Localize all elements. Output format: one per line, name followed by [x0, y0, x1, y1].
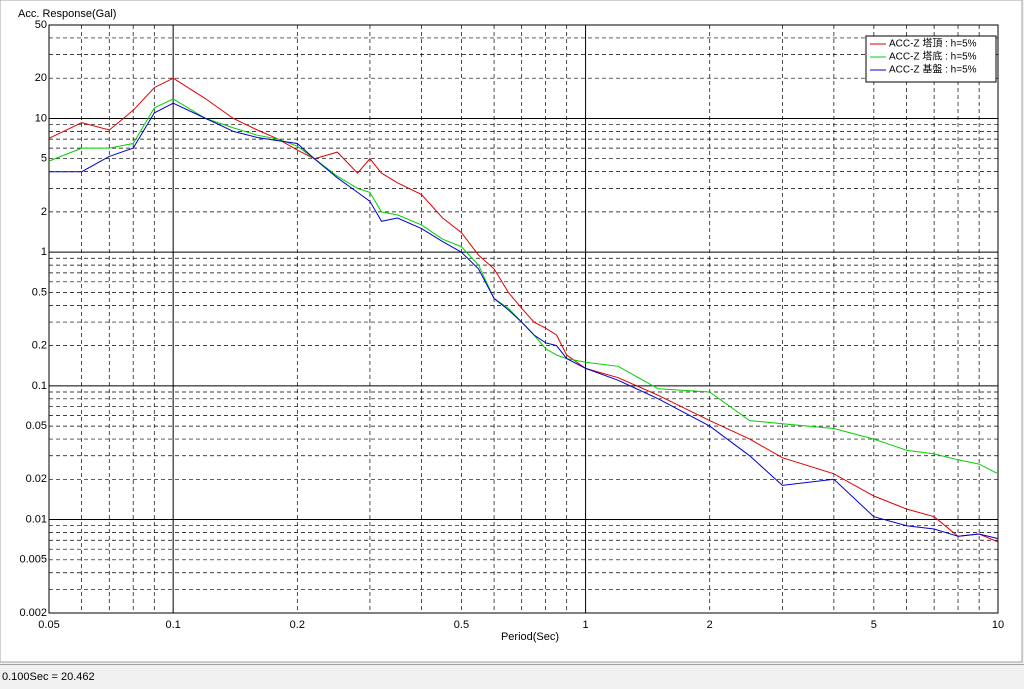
y-tick-label: 0.005: [19, 554, 47, 566]
y-tick-label: 0.02: [26, 473, 47, 485]
chart-background: [0, 0, 1023, 663]
y-tick-label: 0.5: [32, 286, 47, 298]
series-line: [48, 77, 999, 543]
y-tick-label: 10: [35, 112, 47, 124]
y-tick-label: 0.05: [26, 420, 47, 432]
status-bar: 0.100Sec = 20.462: [0, 664, 1024, 688]
x-tick-label: 0.05: [38, 619, 59, 631]
x-tick-label: 1: [583, 619, 589, 631]
y-tick-label: 2: [41, 206, 47, 218]
x-tick-label: 5: [871, 619, 877, 631]
x-axis-title: Period(Sec): [501, 631, 559, 643]
chart: Acc. Response(Gal) Period(Sec) 0.05 0.1 0.…: [0, 0, 1023, 663]
plot-frame: [48, 24, 999, 614]
series-line: [48, 98, 999, 475]
y-tick-label: 50: [35, 19, 47, 31]
y-tick-label: 0.1: [32, 380, 47, 392]
legend-label: ACC-Z 塔底 : h=5%: [889, 50, 977, 63]
series-line: [49, 102, 999, 540]
y-tick-label: 1: [41, 246, 47, 258]
y-axis-title: Acc. Response(Gal): [18, 8, 116, 20]
y-tick-label: 0.2: [32, 340, 47, 352]
legend-label: ACC-Z 塔頂 : h=5%: [889, 37, 977, 50]
legend-label: ACC-Z 基盤 : h=5%: [889, 63, 977, 76]
x-tick-label: 10: [992, 619, 1004, 631]
y-tick-label: 0.002: [19, 607, 47, 619]
x-tick-label: 2: [707, 619, 713, 631]
y-tick-label: 20: [35, 72, 47, 84]
x-tick-label: 0.2: [290, 619, 305, 631]
legend-box: [865, 35, 997, 83]
x-tick-label: 0.1: [166, 619, 181, 631]
y-tick-label: 0.01: [26, 513, 47, 525]
y-tick-label: 5: [41, 153, 47, 165]
x-tick-label: 0.5: [454, 619, 469, 631]
